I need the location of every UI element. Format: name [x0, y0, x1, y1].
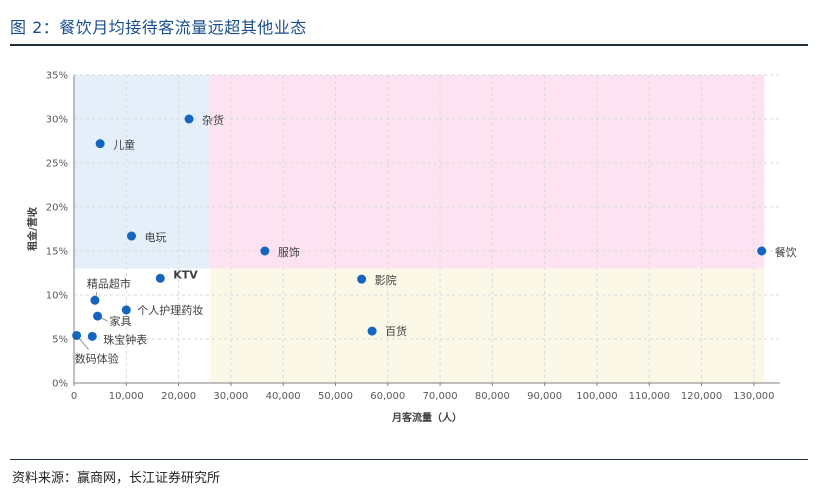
- y-tick-label: 30%: [46, 115, 68, 126]
- region-0: [74, 75, 210, 269]
- data-points: [72, 114, 767, 341]
- y-tick-label: 25%: [46, 159, 68, 170]
- y-tick-label: 20%: [46, 203, 68, 214]
- title-divider: [10, 44, 808, 46]
- point-label: 餐饮: [775, 245, 797, 259]
- x-tick-label: 100,000: [576, 391, 617, 402]
- x-axis-title: 月客流量（人）: [391, 411, 462, 424]
- data-point[interactable]: [93, 311, 103, 321]
- gridlines: [74, 74, 780, 383]
- data-point[interactable]: [121, 305, 131, 315]
- axes: 0% 5% 10% 15% 20% 25% 30% 35% 0 10,000 20,000 30,00…: [46, 71, 780, 402]
- x-tick-label: 110,000: [629, 391, 670, 402]
- figure-title: 图 2：餐饮月均接待客流量远超其他业态: [10, 18, 307, 37]
- point-label: 电玩: [145, 231, 167, 244]
- data-point[interactable]: [184, 114, 194, 124]
- x-tick-label: 10,000: [109, 391, 144, 402]
- data-point[interactable]: [155, 273, 165, 283]
- x-tick-label: 120,000: [681, 391, 722, 402]
- point-label: 服饰: [278, 245, 300, 259]
- point-label: 珠宝钟表: [103, 332, 147, 346]
- point-label: 百货: [385, 324, 407, 338]
- x-tick-label: 40,000: [266, 391, 301, 402]
- point-label: 杂货: [202, 113, 224, 127]
- y-tick-label: 15%: [46, 247, 68, 258]
- x-tick-label: 90,000: [527, 391, 562, 402]
- y-tick-label: 5%: [52, 335, 68, 346]
- data-point[interactable]: [95, 139, 105, 149]
- x-tick-label: 130,000: [733, 391, 774, 402]
- x-tick-label: 80,000: [475, 391, 510, 402]
- region-1: [209, 75, 765, 269]
- data-point[interactable]: [72, 330, 82, 340]
- region-2: [209, 268, 765, 383]
- x-tick-label: 60,000: [370, 391, 405, 402]
- data-point[interactable]: [127, 231, 137, 241]
- data-point[interactable]: [367, 326, 377, 336]
- data-point[interactable]: [357, 274, 367, 284]
- y-tick-label: 10%: [46, 291, 68, 302]
- x-tick-label: 50,000: [318, 391, 353, 402]
- point-label: 数码体验: [75, 351, 119, 365]
- point-label: 影院: [375, 273, 397, 287]
- y-tick-label: 0%: [52, 379, 68, 390]
- x-tick-label: 70,000: [423, 391, 458, 402]
- data-point[interactable]: [90, 295, 100, 305]
- data-point[interactable]: [260, 246, 270, 256]
- x-tick-label: 20,000: [161, 391, 196, 402]
- footer-divider: [10, 459, 808, 460]
- y-tick-label: 35%: [46, 71, 68, 82]
- source-note: 资料来源：赢商网，长江证券研究所: [12, 471, 221, 486]
- data-point[interactable]: [87, 331, 97, 341]
- point-label: 个人护理药妆: [137, 303, 203, 317]
- point-label: 家具: [110, 314, 132, 328]
- point-label: 儿童: [113, 138, 135, 152]
- x-tick-label: 30,000: [213, 391, 248, 402]
- y-axis-title: 租金/营收: [26, 207, 39, 251]
- point-label: KTV: [173, 268, 198, 281]
- chart-regions: [74, 75, 765, 383]
- data-point[interactable]: [757, 246, 767, 256]
- x-tick-label: 0: [71, 391, 77, 402]
- point-label: 精品超市: [87, 276, 131, 290]
